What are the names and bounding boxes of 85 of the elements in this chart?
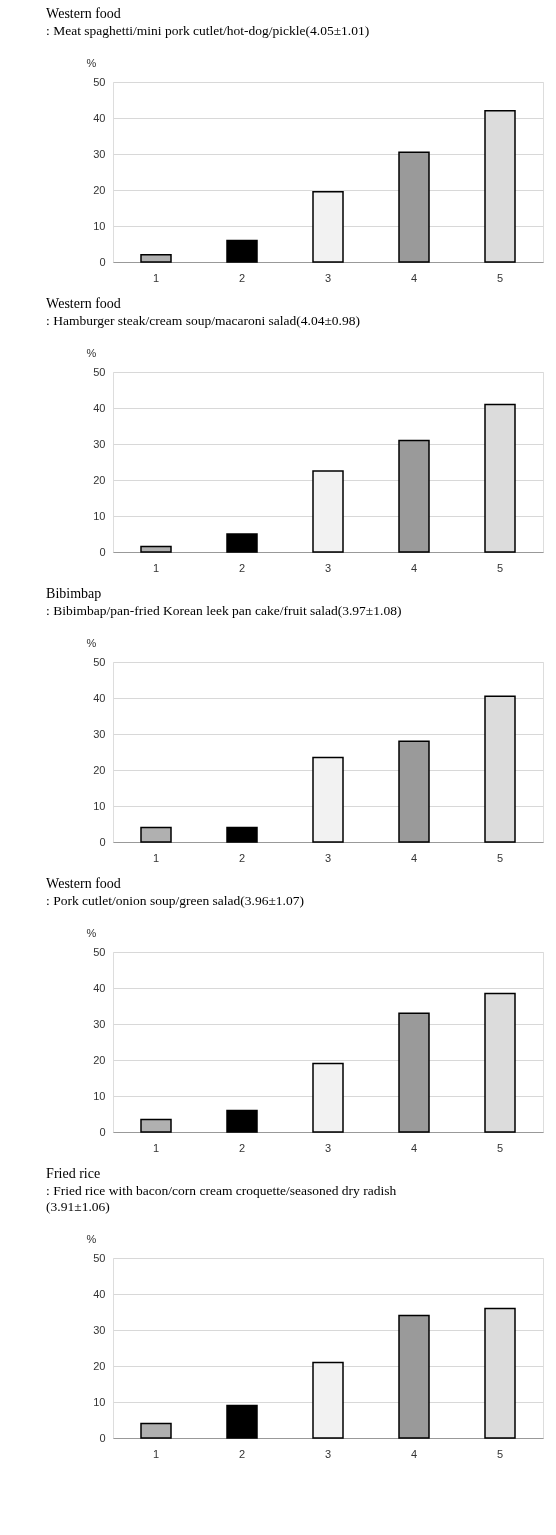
- x-tick-label: 2: [238, 561, 246, 574]
- y-tick-label: 50: [93, 655, 106, 668]
- bar: [312, 470, 344, 553]
- y-tick-label: 10: [93, 509, 106, 522]
- y-tick-label: 20: [93, 763, 106, 776]
- y-tick-label: 10: [93, 1395, 106, 1408]
- x-tick-label: 1: [152, 271, 160, 284]
- y-tick-label: 30: [93, 727, 106, 740]
- x-tick-label: 4: [410, 1141, 418, 1154]
- y-tick-label: 40: [93, 981, 106, 994]
- bar: [226, 533, 258, 553]
- x-tick-label: 5: [496, 271, 504, 284]
- x-tick-label: 1: [152, 1447, 160, 1460]
- y-tick-label: 40: [93, 111, 106, 124]
- x-tick-label: 3: [324, 1447, 332, 1460]
- bar: [226, 1404, 258, 1439]
- y-tick-label: 30: [93, 1017, 106, 1030]
- y-tick-label: 0: [99, 1431, 106, 1444]
- y-axis-title: %: [86, 1232, 97, 1245]
- y-tick-label: 40: [93, 691, 106, 704]
- x-tick-label: 3: [324, 851, 332, 864]
- x-tick-label: 5: [496, 851, 504, 864]
- chart-subtitle: : Bibimbap/pan-fried Korean leek pan cake/fruit salad(3.97±1.08): [46, 602, 402, 618]
- bar: [226, 239, 258, 263]
- y-tick-label: 20: [93, 1053, 106, 1066]
- x-tick-label: 5: [496, 1447, 504, 1460]
- y-tick-label: 40: [93, 1287, 106, 1300]
- y-tick-label: 10: [93, 799, 106, 812]
- bar: [312, 756, 344, 843]
- chart-title: Fried rice: [46, 1166, 101, 1181]
- x-tick-label: 1: [152, 851, 160, 864]
- y-axis-title: %: [86, 926, 97, 939]
- bar: [312, 1062, 344, 1133]
- y-tick-label: 20: [93, 183, 106, 196]
- chart-title: Western food: [46, 5, 121, 21]
- bar: [312, 191, 344, 263]
- x-tick-label: 4: [410, 851, 418, 864]
- x-tick-label: 4: [410, 1447, 418, 1460]
- bar: [140, 1118, 172, 1133]
- bar: [140, 1422, 172, 1439]
- x-tick-label: 2: [238, 1141, 246, 1154]
- chart-title: Western food: [46, 295, 121, 311]
- y-tick-label: 0: [99, 835, 106, 848]
- x-tick-label: 5: [496, 561, 504, 574]
- y-axis-title: %: [86, 636, 97, 649]
- x-tick-label: 3: [324, 1141, 332, 1154]
- y-tick-label: 50: [93, 75, 106, 88]
- bar: [226, 1109, 258, 1133]
- chart-title: Western food: [46, 875, 121, 891]
- x-tick-label: 1: [152, 1141, 160, 1154]
- x-tick-label: 1: [152, 561, 160, 574]
- x-tick-label: 5: [496, 1141, 504, 1154]
- y-tick-label: 50: [93, 945, 106, 958]
- y-tick-label: 40: [93, 401, 106, 414]
- y-axis-title: %: [86, 56, 97, 69]
- y-tick-label: 30: [93, 1323, 106, 1336]
- y-tick-label: 0: [99, 545, 106, 558]
- y-tick-label: 30: [93, 437, 106, 450]
- x-tick-label: 2: [238, 1447, 246, 1460]
- y-tick-label: 20: [93, 473, 106, 486]
- bar: [140, 826, 172, 843]
- bar: [140, 545, 172, 553]
- x-tick-label: 3: [324, 561, 332, 574]
- y-tick-label: 10: [93, 219, 106, 232]
- chart-title: Bibimbap: [46, 585, 102, 601]
- chart-subtitle: : Pork cutlet/onion soup/green salad(3.96±1.07): [46, 892, 304, 908]
- x-tick-label: 2: [238, 851, 246, 864]
- bar: [140, 254, 172, 263]
- x-tick-label: 2: [238, 271, 246, 284]
- y-axis-title: %: [86, 346, 97, 359]
- bar: [312, 1361, 344, 1439]
- y-tick-label: 30: [93, 147, 106, 160]
- x-tick-label: 4: [410, 561, 418, 574]
- chart-subtitle: : Fried rice with bacon/corn cream croquette/seasoned dry radish (3.91±1.06): [46, 1183, 397, 1214]
- chart-subtitle: : Meat spaghetti/mini pork cutlet/hot-dog/pickle(4.05±1.01): [46, 22, 370, 38]
- y-tick-label: 0: [99, 255, 106, 268]
- y-tick-label: 20: [93, 1359, 106, 1372]
- x-tick-label: 4: [410, 271, 418, 284]
- bar: [226, 826, 258, 843]
- y-tick-label: 50: [93, 1251, 106, 1264]
- y-tick-label: 50: [93, 365, 106, 378]
- chart-subtitle: : Hamburger steak/cream soup/macaroni salad(4.04±0.98): [46, 312, 360, 328]
- y-tick-label: 10: [93, 1089, 106, 1102]
- y-tick-label: 0: [99, 1125, 106, 1138]
- x-tick-label: 3: [324, 271, 332, 284]
